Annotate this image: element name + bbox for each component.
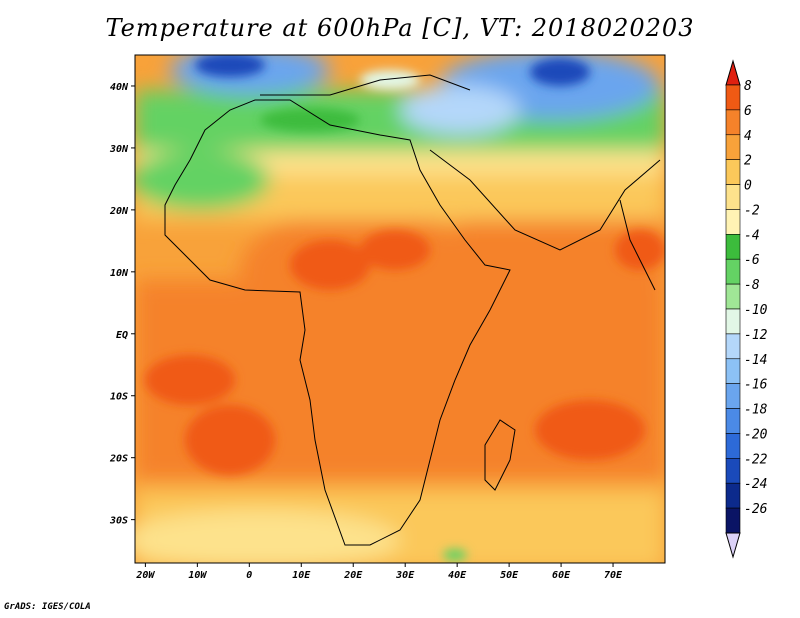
colorbar-bin	[725, 84, 741, 111]
colorbar-label: 8	[744, 79, 752, 94]
colorbar: 8 6 4 2 0 -2 -4 -6 -8 -10 -12 -14 -16 -18 -20 -22 -24 -26	[725, 59, 768, 559]
colorbar-bin	[725, 458, 741, 484]
colorbar-label: 6	[744, 104, 752, 119]
grads-credit: GrADS: IGES/COLA	[4, 602, 91, 612]
colorbar-bin	[725, 308, 741, 335]
lon-tick-label: 10W	[188, 570, 207, 581]
colorbar-bin	[725, 383, 741, 409]
colorbar-label: -4	[744, 228, 760, 243]
colorbar-bin	[725, 209, 741, 235]
colorbar-label: -14	[744, 353, 767, 368]
colorbar-bin	[725, 234, 741, 260]
colorbar-bin	[725, 134, 741, 160]
plot-frame	[134, 54, 666, 564]
lat-tick-label: EQ	[116, 330, 128, 341]
lon-tick-label: 20E	[343, 570, 363, 581]
longitude-axis: 20W 10W 0 10E 20E 30E 40E 50E 60E 70E	[135, 563, 623, 581]
coastlines	[164, 74, 661, 546]
temperature-field	[135, 55, 665, 563]
colorbar-bin	[725, 433, 741, 459]
lon-tick-label: 30E	[395, 570, 415, 581]
map-title: Temperature at 600hPa [C], VT: 201802020…	[105, 14, 695, 42]
colorbar-label: -6	[744, 253, 760, 268]
lon-tick-label: 0	[246, 570, 252, 581]
lon-tick-label: 20W	[135, 570, 155, 581]
colorbar-label: 0	[744, 179, 752, 194]
colorbar-bottom-arrow	[725, 532, 741, 559]
colorbar-label: -22	[744, 452, 768, 467]
colorbar-bin	[725, 109, 741, 136]
colorbar-bin	[725, 333, 741, 360]
colorbar-label: -26	[744, 502, 768, 517]
colorbar-bin	[725, 159, 741, 185]
colorbar-bin	[725, 507, 741, 534]
lat-tick-label: 20N	[109, 206, 129, 217]
lat-tick-label: 20S	[109, 454, 128, 465]
colorbar-label: -8	[744, 278, 760, 293]
lat-tick-label: 10S	[110, 392, 128, 403]
colorbar-bin	[725, 358, 741, 384]
colorbar-label: -20	[744, 427, 768, 442]
colorbar-label: -12	[744, 328, 768, 343]
colorbar-bin	[725, 408, 741, 434]
colorbar-label: -16	[744, 378, 768, 393]
colorbar-bin	[725, 283, 741, 310]
lon-tick-label: 60E	[552, 570, 571, 581]
latitude-axis: 40N 30N 20N 10N EQ 10S 20S 30S	[109, 82, 135, 527]
lat-tick-label: 40N	[110, 82, 129, 93]
colorbar-bin	[725, 258, 741, 285]
lat-tick-label: 10N	[110, 268, 129, 279]
colorbar-label: 2	[744, 154, 752, 169]
colorbar-label: -18	[744, 403, 768, 418]
lat-tick-label: 30N	[109, 144, 129, 155]
colorbar-label: -2	[744, 203, 760, 218]
colorbar-label: -10	[744, 303, 768, 318]
colorbar-bin	[725, 482, 741, 509]
colorbar-label: 4	[744, 129, 752, 144]
colorbar-label: -24	[744, 477, 767, 492]
lon-tick-label: 50E	[500, 570, 519, 581]
colorbar-bin	[725, 184, 741, 210]
colorbar-top-arrow	[725, 59, 741, 86]
lon-tick-label: 40E	[448, 570, 467, 581]
lon-tick-label: 10E	[292, 570, 311, 581]
lat-tick-label: 30S	[109, 516, 128, 527]
lon-tick-label: 70E	[604, 570, 623, 581]
